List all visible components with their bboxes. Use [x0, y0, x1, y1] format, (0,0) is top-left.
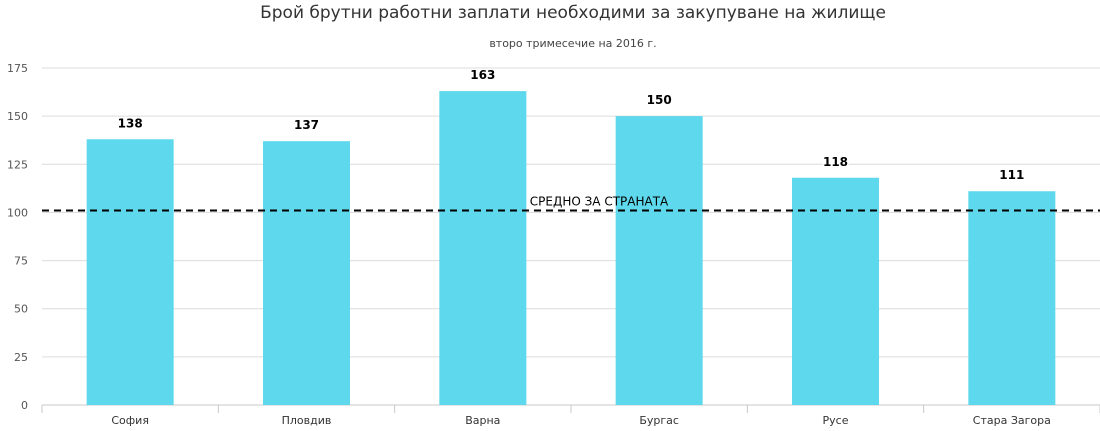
bars: 138 137 163 150 118 111 [86, 67, 1056, 406]
bar [263, 141, 350, 406]
data-label: 150 [647, 93, 672, 107]
x-category-label: Пловдив [282, 414, 332, 427]
x-axis: София Пловдив Варна Бургас Русе Стара Загора [41, 405, 1100, 427]
data-label: 163 [470, 68, 495, 82]
y-tick-label: 75 [14, 255, 28, 268]
bar [968, 191, 1056, 405]
y-tick-label: 0 [21, 399, 28, 412]
reference-line-group: СРЕДНО ЗА СТРАНАТА [42, 195, 1100, 212]
y-tick-label: 50 [14, 303, 28, 316]
chart-title: Брой брутни работни заплати необходими з… [260, 3, 886, 23]
data-label: 138 [118, 116, 143, 130]
bar [792, 177, 879, 405]
x-category-label: Русе [823, 414, 849, 427]
chart-subtitle: второ тримесечие на 2016 г. [489, 37, 657, 50]
x-category-label: Варна [465, 414, 500, 427]
bar [86, 139, 174, 405]
reference-line-label: СРЕДНО ЗА СТРАНАТА [530, 195, 669, 209]
x-category-label: Бургас [639, 414, 679, 427]
x-category-label: София [111, 414, 149, 427]
y-tick-label: 100 [7, 206, 28, 219]
y-tick-label: 125 [7, 158, 28, 171]
x-category-label: Стара Загора [973, 414, 1051, 427]
data-label: 137 [294, 118, 319, 132]
gridlines [42, 67, 1100, 406]
y-tick-label: 150 [7, 110, 28, 123]
data-label: 118 [823, 155, 848, 169]
y-tick-label: 25 [14, 351, 28, 364]
y-tick-label: 175 [7, 62, 28, 75]
data-label: 111 [999, 168, 1024, 182]
bar [615, 116, 703, 406]
y-axis: 0 25 50 75 100 125 150 175 [7, 62, 28, 412]
bar [439, 91, 527, 405]
